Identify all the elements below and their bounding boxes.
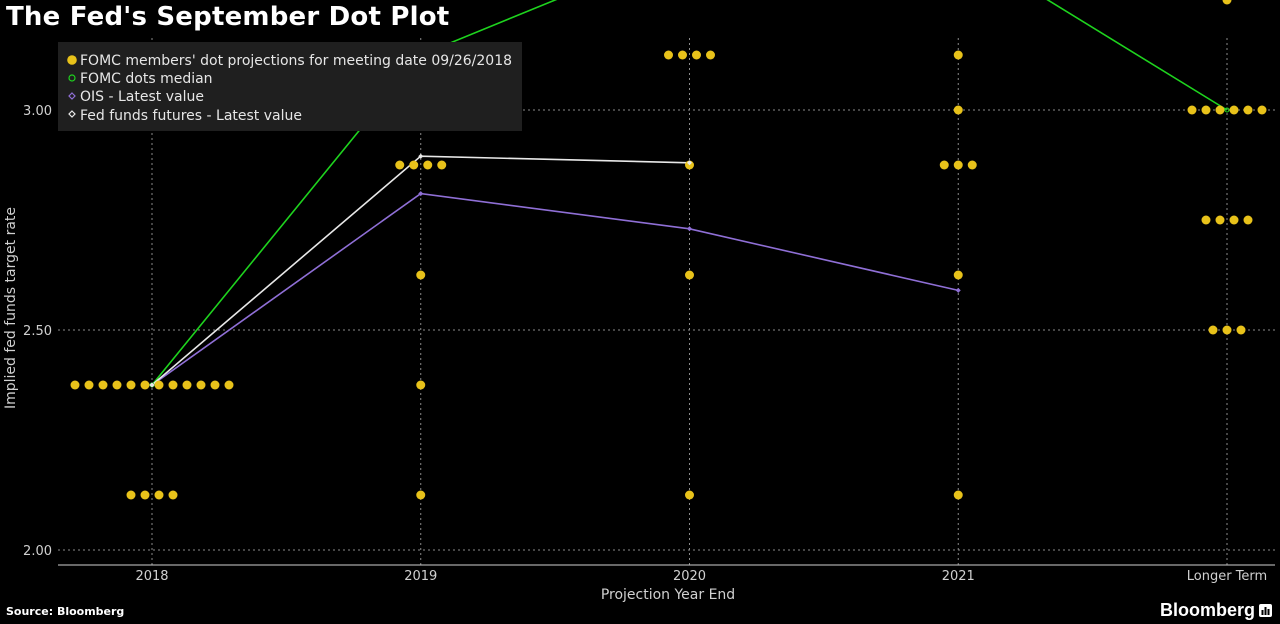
fomc-dot [70, 380, 80, 390]
fomc-dot [939, 160, 949, 170]
fomc-dot [196, 380, 206, 390]
fomc-dot [126, 380, 136, 390]
x-tick-label: Longer Term [1187, 569, 1267, 584]
fomc-dot [395, 160, 405, 170]
legend: FOMC members' dot projections for meetin… [58, 42, 522, 131]
fomc-dot [1208, 325, 1218, 335]
fomc-dot [678, 50, 687, 60]
fomc-dot [1236, 325, 1246, 335]
legend-entry-ois: OIS - Latest value [80, 89, 204, 105]
x-tick-label: 2019 [404, 569, 437, 584]
futures-point [149, 382, 155, 388]
source-note: Source: Bloomberg [6, 605, 125, 618]
series-line-fomc-dots-median [151, 0, 1228, 386]
fomc-dot [423, 160, 433, 170]
brand-logo: Bloomberg [1160, 600, 1272, 621]
fomc-dot [1201, 215, 1211, 225]
fomc-dot [416, 270, 426, 280]
y-tick-label: 2.00 [23, 544, 52, 559]
fomc-dot [1215, 105, 1225, 115]
y-axis-label: Implied fed funds target rate [3, 207, 19, 409]
fomc-dot [953, 270, 963, 280]
fomc-dot [692, 50, 701, 60]
ois-point [418, 191, 424, 197]
page-title: The Fed's September Dot Plot [6, 2, 450, 32]
fomc-dot [953, 105, 963, 115]
fomc-dot [1222, 0, 1232, 5]
series-markers [149, 52, 1230, 388]
y-tick-label: 2.50 [23, 324, 52, 339]
fomc-dot [84, 380, 94, 390]
legend-entry-futures: Fed funds futures - Latest value [80, 108, 302, 124]
futures-point [418, 153, 424, 159]
legend-entry-median: FOMC dots median [80, 71, 213, 87]
fomc-dot [140, 490, 150, 500]
fomc-dot [112, 380, 122, 390]
fomc-dot [182, 380, 192, 390]
legend-futures-marker [68, 110, 76, 118]
fomc-dot [1201, 105, 1211, 115]
y-tick-labels: 2.002.503.003.504.00 [23, 104, 52, 559]
x-axis-label: Projection Year End [601, 587, 735, 603]
series-line-ois-latest-value [151, 192, 959, 386]
fomc-dot [967, 160, 977, 170]
ois-point [687, 226, 692, 232]
legend-dot-marker [67, 55, 77, 65]
fomc-dot [409, 160, 419, 170]
x-tick-labels: 2018 2019 2020 2021 Longer Term [135, 569, 1267, 584]
fomc-dot [98, 380, 108, 390]
bloomberg-chart-icon [1259, 604, 1272, 617]
median-point [1224, 107, 1230, 113]
x-tick-label: 2021 [942, 569, 975, 584]
brand-name: Bloomberg [1159, 600, 1255, 620]
futures-point [687, 160, 692, 166]
fomc-dot [1229, 215, 1239, 225]
fomc-dot [1229, 105, 1239, 115]
fomc-dot [1257, 105, 1267, 115]
fomc-dot [168, 380, 178, 390]
legend-ois-marker [68, 92, 76, 100]
fomc-dot [140, 380, 150, 390]
fomc-dot [685, 270, 694, 280]
fomc-dot [437, 160, 447, 170]
fomc-dot [664, 50, 673, 60]
fomc-dot [685, 490, 694, 500]
x-tick-label: 2020 [673, 569, 706, 584]
legend-box [58, 42, 522, 131]
fomc-dot [706, 50, 715, 60]
ois-point [955, 287, 961, 293]
fomc-dot [1243, 105, 1253, 115]
fomc-dot [953, 50, 963, 60]
fomc-dot [1187, 105, 1197, 115]
fomc-dot [210, 380, 220, 390]
legend-median-marker [68, 74, 76, 82]
fomc-dot [1243, 215, 1253, 225]
fomc-dot [1215, 215, 1225, 225]
y-tick-label: 3.00 [23, 104, 52, 119]
fomc-dot [416, 490, 426, 500]
fomc-dot [154, 490, 164, 500]
fomc-dot [953, 490, 963, 500]
legend-entry-dots: FOMC members' dot projections for meetin… [80, 53, 512, 69]
fomc-dot [953, 160, 963, 170]
fomc-dot [168, 490, 178, 500]
fomc-dot [224, 380, 234, 390]
x-tick-label: 2018 [135, 569, 168, 584]
fomc-dot [416, 380, 426, 390]
fomc-dot [1222, 325, 1232, 335]
fomc-dot [154, 380, 164, 390]
fomc-dot [126, 490, 136, 500]
